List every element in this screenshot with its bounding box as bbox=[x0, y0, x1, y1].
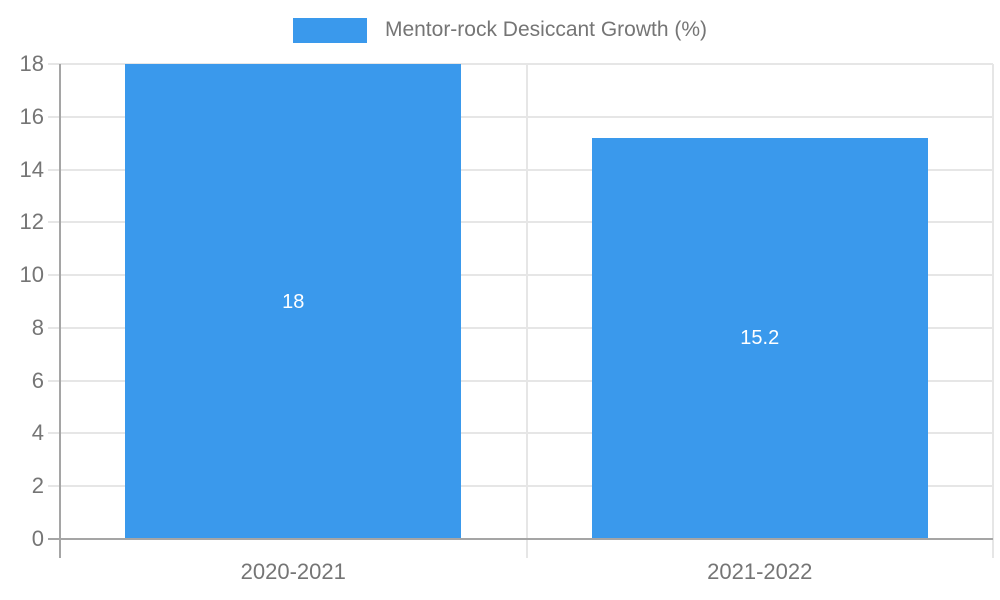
y-axis-tick-label: 2 bbox=[31, 473, 44, 499]
y-axis-tick-label: 4 bbox=[31, 420, 44, 446]
y-axis-line bbox=[59, 64, 61, 558]
legend[interactable]: Mentor-rock Desiccant Growth (%) bbox=[0, 15, 1000, 45]
gridline-vertical bbox=[992, 64, 994, 558]
y-axis-tick bbox=[48, 168, 60, 171]
y-axis-tick-label: 8 bbox=[31, 314, 44, 340]
bar bbox=[125, 64, 462, 539]
y-axis-tick bbox=[48, 379, 60, 382]
y-axis-tick-label: 18 bbox=[19, 51, 44, 76]
y-axis-tick bbox=[48, 63, 60, 65]
y-axis-tick-label: 6 bbox=[31, 367, 44, 393]
y-axis-tick-label: 16 bbox=[19, 103, 44, 129]
legend-label: Mentor-rock Desiccant Growth (%) bbox=[384, 18, 708, 41]
y-axis-tick-label: 14 bbox=[19, 156, 44, 182]
y-axis-tick-label: 10 bbox=[19, 262, 44, 288]
bar-value-label: 18 bbox=[282, 290, 305, 313]
y-axis-tick-label: 12 bbox=[19, 209, 44, 235]
y-axis-tick bbox=[48, 485, 60, 488]
plot-area: 18 15.2 bbox=[60, 63, 994, 558]
y-axis-tick bbox=[48, 274, 60, 277]
y-axis-tick bbox=[48, 326, 60, 329]
bar-value-label: 15.2 bbox=[740, 327, 780, 350]
bar bbox=[591, 137, 928, 539]
y-axis-tick bbox=[48, 115, 60, 118]
y-axis-tick bbox=[48, 221, 60, 224]
y-axis-tick bbox=[48, 432, 60, 435]
x-axis-tick-label: 2020-2021 bbox=[240, 559, 346, 584]
y-axis-tick-label: 0 bbox=[31, 526, 44, 551]
x-axis-tick-label: 2021-2022 bbox=[707, 559, 813, 584]
legend-swatch bbox=[292, 17, 367, 43]
x-axis-line bbox=[48, 538, 993, 540]
gridline-vertical bbox=[525, 64, 528, 558]
